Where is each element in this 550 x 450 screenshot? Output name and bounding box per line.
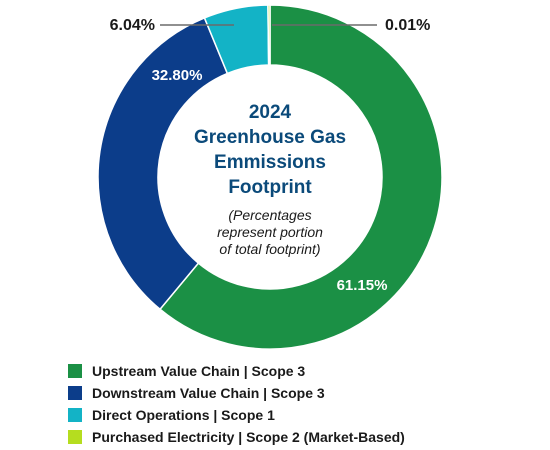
subtitle-line: represent portion [217, 224, 323, 240]
legend-swatch [68, 430, 82, 444]
donut-slice [97, 16, 229, 311]
legend-item-downstream: Downstream Value Chain | Scope 3 [68, 382, 405, 404]
legend-label: Upstream Value Chain | Scope 3 [92, 363, 306, 379]
legend-label: Downstream Value Chain | Scope 3 [92, 385, 325, 401]
slice-value-label: 61.15% [337, 277, 388, 294]
legend-item-direct-operations: Direct Operations | Scope 1 [68, 404, 405, 426]
legend-swatch [68, 408, 82, 422]
title-line: Footprint [228, 177, 312, 198]
title-line: 2024 [248, 102, 292, 123]
legend-item-purchased-electricity: Purchased Electricity | Scope 2 (Market-… [68, 426, 405, 448]
title-line: Greenhouse Gas [193, 127, 347, 148]
legend-label: Direct Operations | Scope 1 [92, 407, 275, 423]
title-line: Emmissions [214, 152, 326, 173]
legend: Upstream Value Chain | Scope 3 Downstrea… [68, 360, 405, 448]
slice-value-label: 0.01% [385, 17, 430, 34]
slice-value-label: 32.80% [152, 67, 203, 84]
legend-swatch [68, 386, 82, 400]
chart-subtitle: (Percentages represent portion of total … [190, 207, 350, 258]
donut-slice [158, 4, 443, 350]
donut-slice [267, 4, 271, 66]
legend-swatch [68, 364, 82, 378]
slice-value-label: 6.04% [110, 17, 155, 34]
chart-title: 2024 Greenhouse Gas Emmissions Footprint [160, 100, 380, 200]
subtitle-line: (Percentages [228, 207, 312, 223]
legend-label: Purchased Electricity | Scope 2 (Market-… [92, 429, 405, 445]
legend-item-upstream: Upstream Value Chain | Scope 3 [68, 360, 405, 382]
subtitle-line: of total footprint) [219, 241, 321, 257]
